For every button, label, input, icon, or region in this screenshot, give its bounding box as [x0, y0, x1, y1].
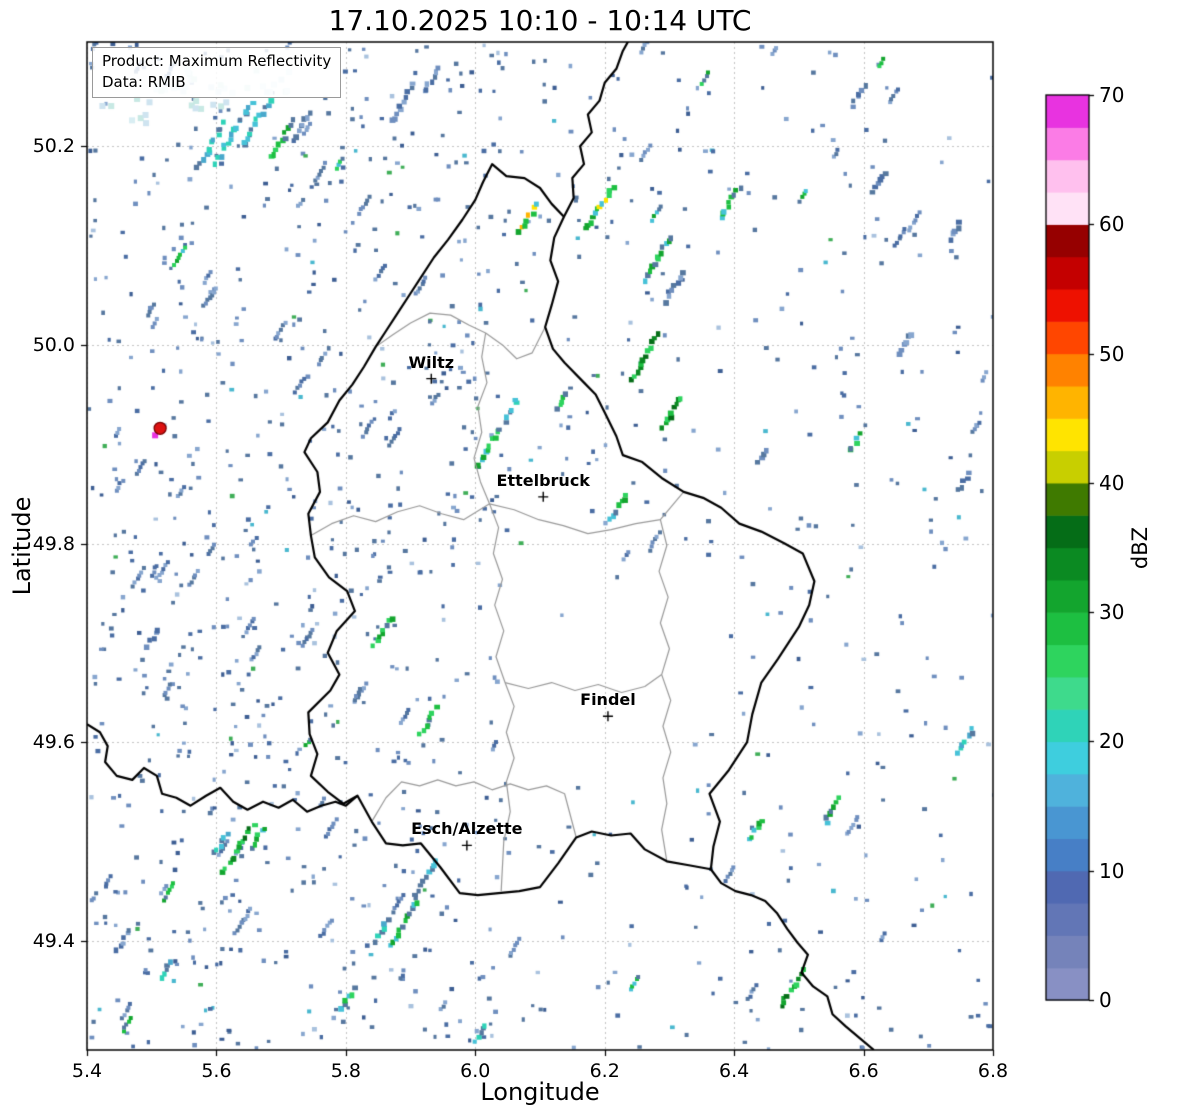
x-tick-label: 5.4	[71, 1060, 103, 1082]
data-source-line: Data: RMIB	[102, 73, 186, 91]
x-tick-label: 6.0	[460, 1060, 491, 1082]
x-axis-label: Longitude	[480, 1078, 600, 1106]
city-label-ettelbruck: Ettelbruck	[496, 470, 590, 490]
product-line: Product: Maximum Reflectivity	[102, 52, 332, 70]
colorbar-tick-label: 30	[1099, 600, 1125, 625]
colorbar-tick-label: 0	[1099, 988, 1112, 1012]
y-tick-label: 49.6	[32, 731, 75, 754]
x-tick-label: 5.6	[201, 1060, 232, 1082]
colorbar-tick-label: 20	[1099, 729, 1125, 754]
y-tick-label: 50.2	[32, 135, 75, 158]
y-tick-label: 49.4	[32, 929, 75, 952]
city-label-wiltz: Wiltz	[408, 352, 455, 372]
colorbar-tick-label: 60	[1099, 212, 1125, 237]
x-tick-label: 5.8	[330, 1060, 361, 1082]
city-label-esch-alzette: Esch/Alzette	[411, 819, 523, 839]
colorbar-tick-label: 50	[1099, 341, 1125, 366]
y-tick-label: 50.0	[32, 333, 75, 356]
x-tick-label: 6.8	[977, 1060, 1009, 1082]
x-tick-label: 6.6	[848, 1060, 879, 1082]
colorbar-tick-label: 70	[1099, 83, 1125, 107]
x-tick-label: 6.2	[589, 1060, 620, 1082]
y-tick-label: 49.8	[32, 532, 75, 555]
colorbar-tick-label: 40	[1099, 470, 1125, 495]
colorbar-tick-label: 10	[1099, 858, 1125, 883]
figure-title: 17.10.2025 10:10 - 10:14 UTC	[328, 4, 752, 37]
colorbar-label: dBZ	[1128, 526, 1152, 570]
x-tick-label: 6.4	[719, 1060, 750, 1082]
city-label-findel: Findel	[580, 690, 636, 710]
product-info-box: Product: Maximum Reflectivity Data: RMIB	[92, 47, 342, 98]
